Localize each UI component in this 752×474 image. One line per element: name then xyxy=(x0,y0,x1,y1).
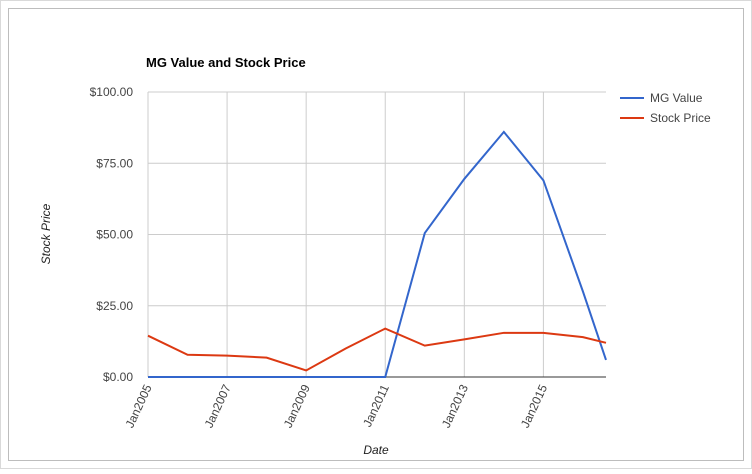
legend-label: MG Value xyxy=(650,91,703,105)
y-tick-label: $50.00 xyxy=(96,228,133,242)
x-axis-title: Date xyxy=(363,443,389,457)
y-tick-label: $25.00 xyxy=(96,299,133,313)
y-tick-label: $0.00 xyxy=(103,370,133,384)
series-line xyxy=(148,130,607,378)
y-axis-title: Stock Price xyxy=(39,203,53,264)
y-tick-label: $100.00 xyxy=(90,85,134,99)
chart-title: MG Value and Stock Price xyxy=(146,55,306,70)
y-tick-label: $75.00 xyxy=(96,156,133,170)
legend-label: Stock Price xyxy=(650,111,711,125)
series-line xyxy=(147,327,607,372)
